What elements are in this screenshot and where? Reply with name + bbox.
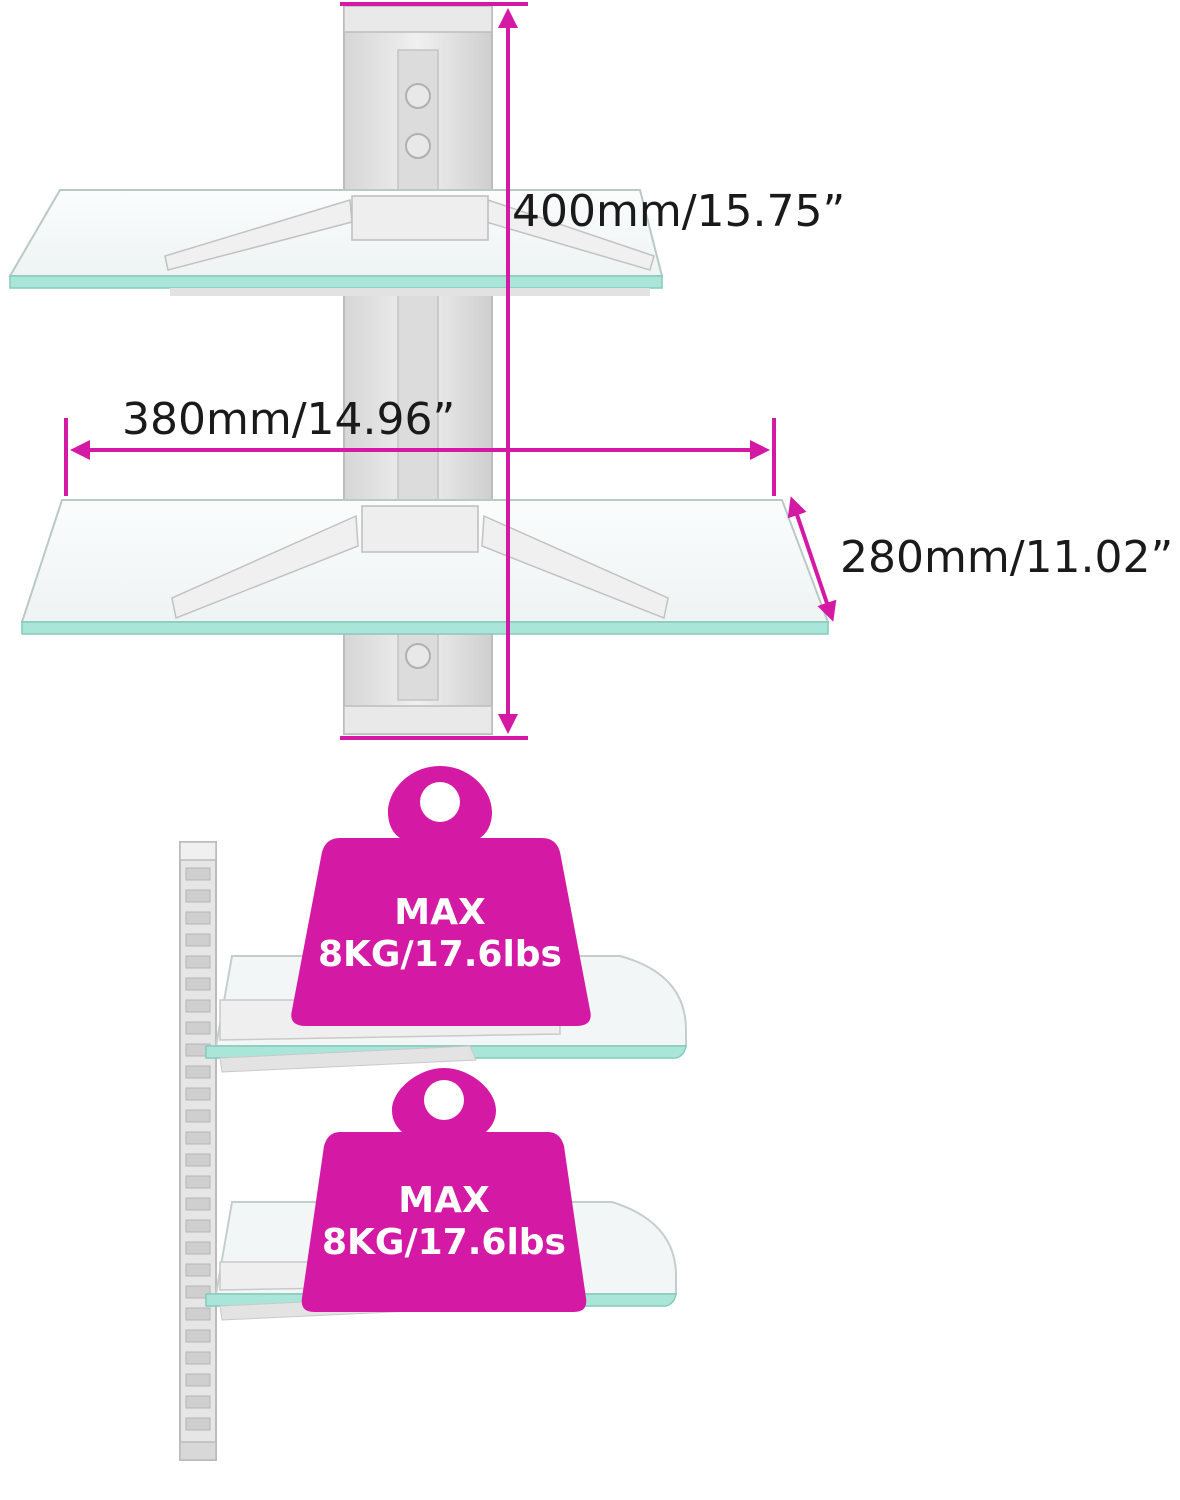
width-label: 380mm/14.96” bbox=[122, 394, 455, 445]
weight-tag-line2: 8KG/17.6lbs bbox=[322, 1222, 566, 1263]
front-shelf-unit bbox=[8, 5, 830, 735]
glass-shelf-lower bbox=[20, 499, 830, 635]
weight-tag-line1: MAX bbox=[398, 1180, 490, 1221]
depth-label: 280mm/11.02” bbox=[840, 532, 1173, 583]
height-dimension: 400mm/15.75” bbox=[340, 2, 845, 740]
pole-ribs bbox=[185, 867, 211, 1431]
weight-icon bbox=[291, 766, 591, 1026]
weight-tag-line1: MAX bbox=[394, 892, 486, 933]
weight-tag-lower: MAX 8KG/17.6lbs bbox=[301, 1068, 587, 1312]
width-dimension: 380mm/14.96” bbox=[64, 394, 776, 496]
height-label: 400mm/15.75” bbox=[512, 186, 845, 237]
depth-dimension: 280mm/11.02” bbox=[787, 496, 1173, 622]
weight-icon bbox=[301, 1068, 587, 1312]
weight-tag-line2: 8KG/17.6lbs bbox=[318, 934, 562, 975]
weight-tag-upper: MAX 8KG/17.6lbs bbox=[291, 766, 591, 1026]
